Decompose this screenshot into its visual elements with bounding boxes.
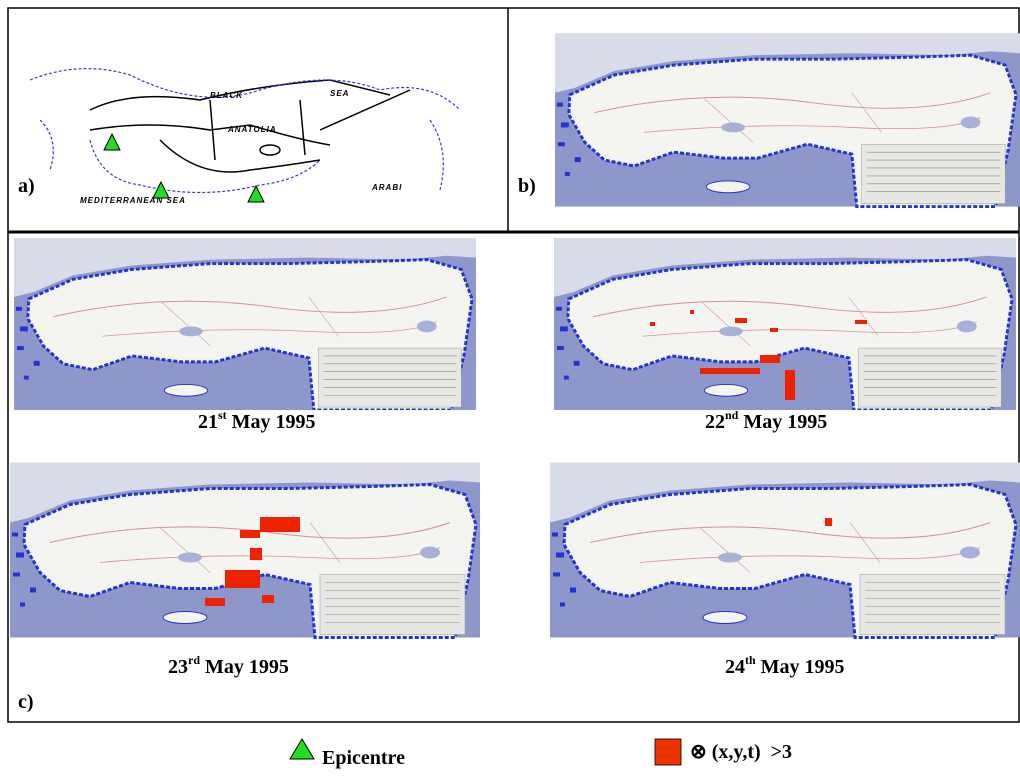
panel-label: a) [18, 175, 35, 197]
panel-label: b) [518, 175, 536, 197]
caption-day: 22 [705, 411, 725, 433]
caption: 21st May 1995 [198, 408, 316, 433]
caption-suffix: rd [188, 653, 200, 667]
caption: 22nd May 1995 [705, 408, 827, 433]
map-label: MEDITERRANEAN SEA [80, 196, 186, 205]
panel-label: c) [18, 691, 34, 713]
caption: 23rd May 1995 [168, 653, 289, 678]
caption-suffix: st [218, 408, 227, 422]
caption-day: 23 [168, 656, 188, 678]
caption-day: 24 [725, 656, 745, 678]
legend-swatch [655, 739, 681, 765]
map-label: BLACK [210, 91, 243, 100]
map-label: SEA [330, 89, 349, 98]
caption-date: May 1995 [743, 411, 827, 433]
map-image [14, 238, 476, 410]
caption-date: May 1995 [232, 411, 316, 433]
caption: 24th May 1995 [725, 653, 845, 678]
legend-swatch [290, 739, 314, 759]
figure: BLACK SEA ANATOLIA ARABI MEDITERRANEAN S… [0, 0, 1020, 778]
legend-label: ⊗ (x,y,t) >3 [690, 741, 792, 763]
caption-suffix: nd [725, 408, 739, 422]
map-label: ANATOLIA [227, 125, 277, 134]
map-image [10, 463, 480, 638]
map-image [550, 463, 1020, 638]
caption-day: 21 [198, 411, 218, 433]
caption-date: May 1995 [761, 656, 845, 678]
map-label: ARABI [371, 183, 402, 192]
legend-label: Epicentre [322, 747, 405, 769]
caption-suffix: th [745, 653, 756, 667]
map-image [555, 33, 1020, 206]
caption-date: May 1995 [205, 656, 289, 678]
